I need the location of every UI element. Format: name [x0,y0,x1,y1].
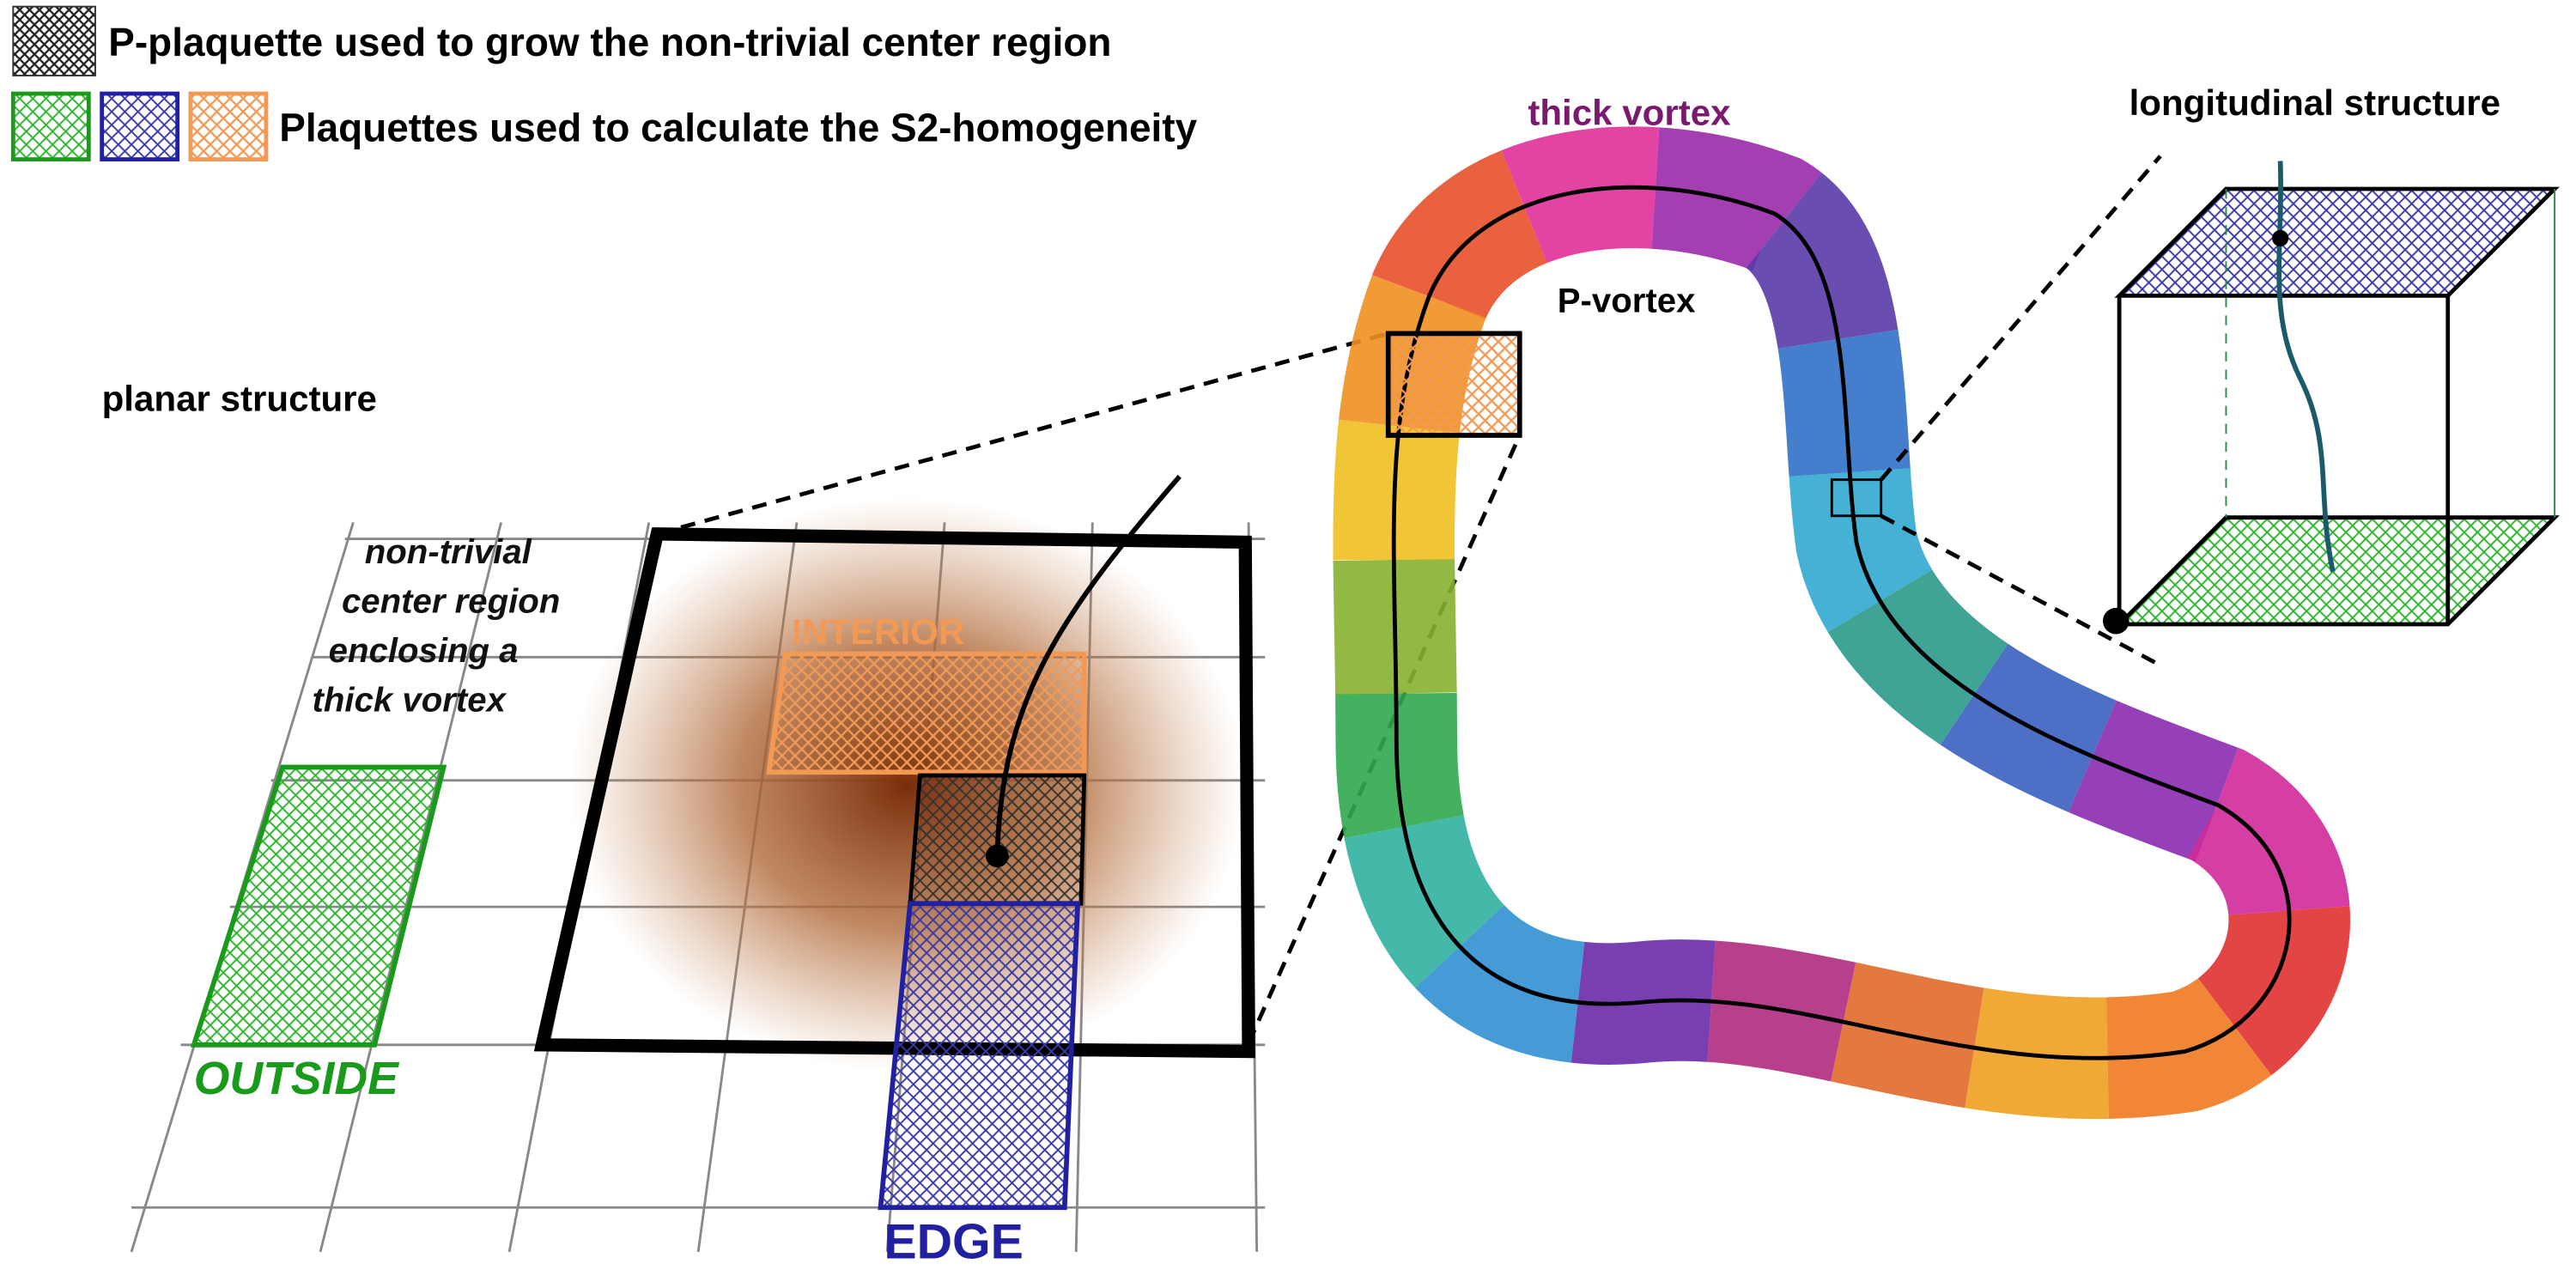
corner-point [2102,607,2129,635]
edge-label: EDGE [884,1215,1024,1270]
legend-label: Plaquettes used to calculate the S2-homo… [279,106,1197,150]
legend-swatch [188,91,269,161]
legend-label: P-plaquette used to grow the non-trivial… [108,20,1111,64]
note-line: center region [342,582,560,621]
interior-label: INTERIOR [792,611,964,652]
edge-plaquette [878,901,1081,1211]
zoom-line [1879,155,2162,482]
zoom-cube [1830,478,1883,518]
legend-swatch [100,91,180,161]
planar-label: planar structure [102,378,377,418]
p-vortex-line [1391,185,2292,1060]
outside-label: OUTSIDE [194,1054,400,1104]
vortex-point [2272,229,2289,246]
p-vortex-label: P-vortex [1558,282,1696,320]
zoom-box [1385,331,1522,438]
note-line: thick vortex [313,680,507,719]
longitudinal-label: longitudinal structure [2129,82,2500,123]
zoom-line [1880,513,2162,667]
vortex-point [985,844,1009,868]
legend-swatch [12,5,96,76]
outside-plaquette [190,764,447,1048]
region-note: non-trivial center region enclosing a th… [313,532,561,719]
cube-bottom [2114,515,2560,627]
vortex-line [994,474,1182,854]
note-line: non-trivial [365,532,532,571]
zoom-line [656,331,1389,537]
thick-vortex-label: thick vortex [1528,92,1731,132]
legend-swatch [10,91,91,161]
region-border [533,527,1255,1059]
note-line: enclosing a [329,631,519,670]
interior-plaquette [766,651,1087,775]
cube-top [2114,186,2560,298]
